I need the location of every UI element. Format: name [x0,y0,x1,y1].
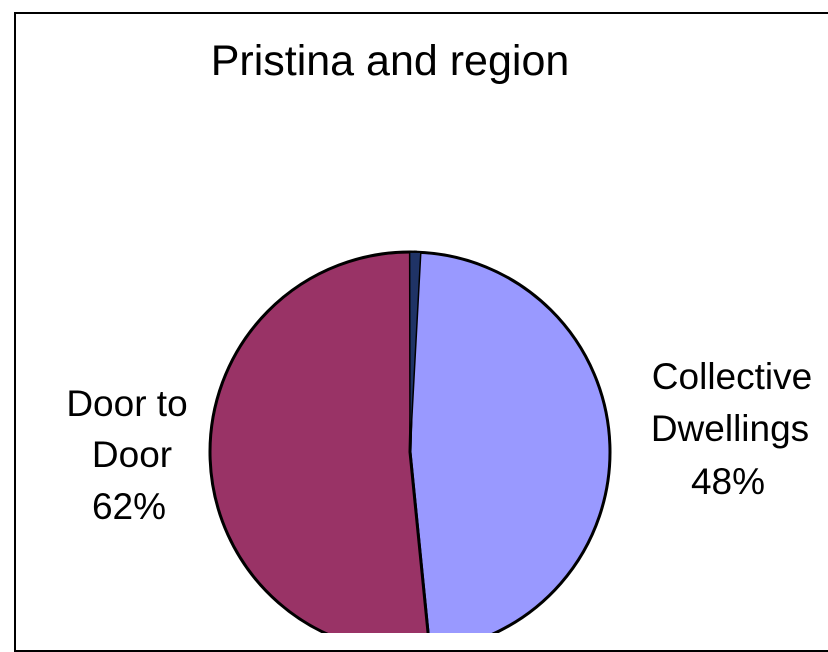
slice-label-collective-dwellings-percent: 48% [691,461,765,502]
slice-label-door-to-door-line-1: Door to [66,383,187,424]
slice-label-collective-dwellings: Collective Dwellings 48% [651,356,812,502]
slice-label-collective-dwellings-line-1: Collective [652,356,812,397]
pie-slice-divider [408,251,422,453]
pie-chart: Pristina and region Collective Dwellings… [66,37,812,633]
slice-label-door-to-door-line-2: Door [92,434,172,475]
slice-label-collective-dwellings-line-2: Dwellings [651,408,809,449]
pie-slices [208,250,612,633]
slice-label-door-to-door-percent: 62% [92,486,166,527]
pie-slice-0 [408,250,612,633]
pie-slice-1 [208,250,430,633]
chart-title: Pristina and region [211,37,570,85]
slice-label-door-to-door: Door to Door 62% [66,383,187,527]
